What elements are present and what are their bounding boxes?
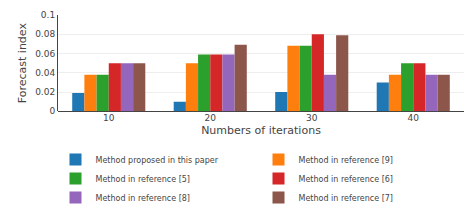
svg-text:10: 10 [103, 113, 115, 123]
svg-text:20: 20 [205, 113, 217, 123]
svg-text:0.08: 0.08 [35, 29, 55, 39]
svg-text:Method in reference [5]: Method in reference [5] [96, 175, 190, 184]
svg-text:0.1: 0.1 [41, 10, 55, 20]
svg-text:Numbers of iterations: Numbers of iterations [201, 124, 321, 137]
svg-text:0.04: 0.04 [35, 68, 55, 78]
svg-text:Method in reference [8]: Method in reference [8] [96, 194, 190, 203]
svg-text:Method in reference [6]: Method in reference [6] [299, 175, 393, 184]
svg-text:0: 0 [49, 106, 55, 116]
svg-text:0.06: 0.06 [35, 49, 55, 59]
svg-text:40: 40 [408, 113, 420, 123]
svg-text:Forecast index: Forecast index [16, 23, 29, 104]
svg-text:0.02: 0.02 [35, 87, 55, 97]
svg-text:Method in reference [7]: Method in reference [7] [299, 194, 393, 203]
svg-text:30: 30 [306, 113, 318, 123]
svg-text:Method in reference [9]: Method in reference [9] [299, 156, 393, 165]
svg-text:Method proposed in this paper: Method proposed in this paper [96, 156, 219, 165]
